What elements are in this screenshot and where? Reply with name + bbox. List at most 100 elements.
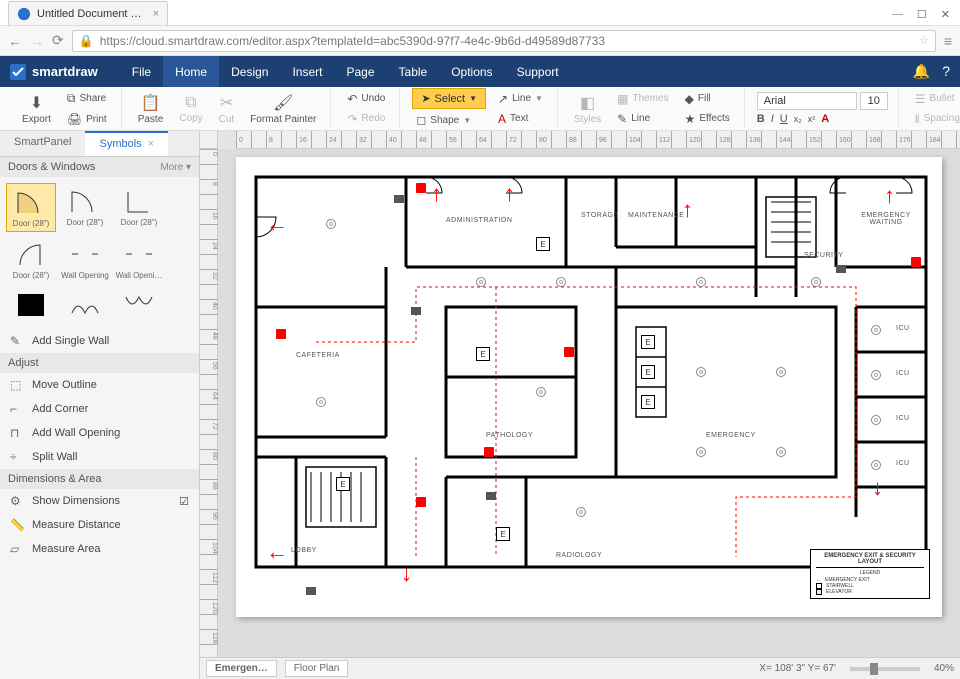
share-button[interactable]: ⧉Share: [63, 89, 111, 108]
font-family-input[interactable]: Arial: [757, 92, 857, 110]
shape-button[interactable]: ◻Shape▼: [412, 111, 486, 129]
corner-icon: ⌐: [10, 402, 24, 416]
close-window-icon[interactable]: ✕: [941, 8, 950, 21]
move-outline[interactable]: ⬚Move Outline: [0, 373, 199, 397]
menu-insert[interactable]: Insert: [280, 56, 334, 87]
shape-double-door-2[interactable]: [114, 287, 164, 323]
export-button[interactable]: ⬇Export: [18, 91, 55, 127]
measure-distance[interactable]: 📏Measure Distance: [0, 513, 199, 537]
ceiling-light-icon: [326, 219, 336, 229]
split-wall[interactable]: ÷Split Wall: [0, 445, 199, 469]
canvas[interactable]: ADMINISTRATION STORAGE MAINTENANCE SECUR…: [218, 149, 960, 657]
add-single-wall[interactable]: ✎Add Single Wall: [0, 329, 199, 353]
superscript-button[interactable]: x²: [808, 114, 816, 124]
bullet-button[interactable]: ☰Bullet: [911, 90, 960, 108]
ruler-icon: 📏: [10, 518, 24, 532]
drawing-page[interactable]: ADMINISTRATION STORAGE MAINTENANCE SECUR…: [236, 157, 942, 617]
shape-door-1[interactable]: Door (28"): [6, 183, 56, 232]
reload-icon[interactable]: ⟳: [52, 32, 64, 49]
styles-icon: ◧: [580, 93, 595, 113]
brand[interactable]: smartdraw: [10, 64, 98, 80]
more-button[interactable]: More ▾: [160, 162, 191, 173]
subscript-button[interactable]: x₂: [794, 114, 802, 124]
elevator-mark: E: [336, 477, 350, 491]
sheet-tab-floorplan[interactable]: Floor Plan: [285, 660, 349, 677]
ruler-vertical[interactable]: 081624324048566472808896104112120128136: [200, 149, 218, 657]
copy-button[interactable]: ⧉Copy: [175, 92, 206, 126]
show-dimensions[interactable]: ⚙Show Dimensions☑: [0, 489, 199, 513]
paste-button[interactable]: 📋Paste: [134, 91, 168, 127]
measure-area[interactable]: ▱Measure Area: [0, 537, 199, 561]
underline-button[interactable]: U: [780, 113, 788, 125]
shape-wall-opening[interactable]: Wall Opening: [60, 236, 110, 283]
paste-icon: 📋: [141, 93, 161, 113]
shape-door-2[interactable]: Door (28"): [60, 183, 110, 232]
shape-door-3[interactable]: Door (28"): [114, 183, 164, 232]
shape-door-4[interactable]: Door (28"): [6, 236, 56, 283]
add-wall-opening[interactable]: ⊓Add Wall Opening: [0, 421, 199, 445]
print-button[interactable]: 🖨Print: [63, 110, 111, 128]
format-painter-button[interactable]: 🖌Format Painter: [246, 91, 320, 127]
notification-icon[interactable]: 🔔: [913, 63, 930, 80]
cut-icon: ✂: [220, 93, 233, 113]
ceiling-light-icon: [776, 447, 786, 457]
fire-alarm-icon: [276, 329, 286, 339]
undo-button[interactable]: ↶Undo: [343, 90, 389, 108]
help-icon[interactable]: ?: [942, 63, 950, 80]
elevator-mark: E: [641, 335, 655, 349]
back-icon[interactable]: ←: [8, 33, 22, 49]
font-color-button[interactable]: A: [821, 113, 829, 125]
text-button[interactable]: AText: [494, 110, 547, 128]
shapes-grid: Door (28") Door (28") Door (28") Door (2…: [0, 177, 199, 329]
italic-button[interactable]: I: [771, 113, 774, 125]
line-button[interactable]: ↗Line▼: [494, 90, 547, 108]
ruler-horizontal[interactable]: 0816243240485664728088961041121201281361…: [236, 131, 960, 149]
shape-wall-opening-2[interactable]: Wall Openi…: [114, 236, 164, 283]
zoom-slider[interactable]: [850, 667, 920, 671]
menubar: File Home Design Insert Page Table Optio…: [120, 56, 571, 87]
line-style-button[interactable]: ✎Line: [613, 110, 672, 128]
tab-close-icon[interactable]: ×: [153, 8, 159, 20]
text-icon: A: [498, 112, 506, 126]
redo-button[interactable]: ↷Redo: [343, 110, 389, 128]
menu-home[interactable]: Home: [163, 56, 219, 87]
sheet-tab-emergency[interactable]: Emergen…: [206, 660, 277, 677]
fill-button[interactable]: ◆Fill: [681, 90, 734, 108]
spacing-button[interactable]: ‖Spacing: [911, 110, 960, 128]
menu-page[interactable]: Page: [334, 56, 386, 87]
select-button[interactable]: ➤Select▼: [412, 88, 486, 109]
checkbox-checked-icon[interactable]: ☑: [179, 495, 189, 508]
menu-options[interactable]: Options: [439, 56, 504, 87]
styles-button[interactable]: ◧Styles: [570, 91, 605, 127]
pen-icon: ✎: [617, 112, 627, 126]
bookmark-icon[interactable]: ☆: [919, 34, 929, 47]
tab-symbols[interactable]: Symbols×: [85, 131, 168, 156]
tab-smartpanel[interactable]: SmartPanel: [0, 131, 85, 156]
section-adjust: Adjust: [0, 353, 199, 373]
font-size-input[interactable]: 10: [860, 92, 888, 110]
effects-button[interactable]: ★Effects: [681, 110, 734, 128]
area-icon: ▱: [10, 542, 24, 556]
menu-support[interactable]: Support: [505, 56, 571, 87]
forward-icon[interactable]: →: [30, 33, 44, 49]
shape-solid[interactable]: [6, 287, 56, 323]
fire-alarm-icon: [484, 447, 494, 457]
browser-chrome: Untitled Document — Sm… × — ☐ ✕: [0, 0, 960, 26]
menu-file[interactable]: File: [120, 56, 163, 87]
cut-button[interactable]: ✂Cut: [215, 91, 239, 127]
app-header: smartdraw File Home Design Insert Page T…: [0, 56, 960, 87]
menu-design[interactable]: Design: [219, 56, 280, 87]
menu-icon[interactable]: ≡: [944, 33, 952, 49]
shape-double-door[interactable]: [60, 287, 110, 323]
themes-button[interactable]: ▦Themes: [613, 90, 672, 108]
bold-button[interactable]: B: [757, 113, 765, 125]
minimize-icon[interactable]: —: [892, 8, 903, 21]
menu-table[interactable]: Table: [387, 56, 440, 87]
elevator-mark: E: [476, 347, 490, 361]
browser-tab[interactable]: Untitled Document — Sm… ×: [8, 1, 168, 25]
maximize-icon[interactable]: ☐: [917, 8, 927, 21]
close-tab-icon[interactable]: ×: [148, 138, 154, 150]
url-input[interactable]: 🔒 https://cloud.smartdraw.com/editor.asp…: [72, 30, 936, 52]
zoom-thumb[interactable]: [870, 663, 878, 675]
add-corner[interactable]: ⌐Add Corner: [0, 397, 199, 421]
